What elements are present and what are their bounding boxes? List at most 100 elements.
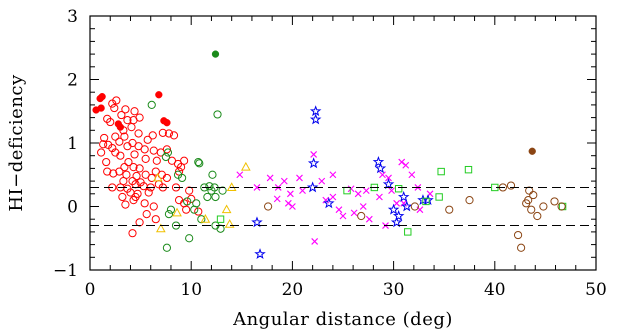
open-circle-point [121,105,130,114]
open-circle-point [128,229,137,238]
cross-point [280,177,288,185]
open-circle-point [119,126,128,135]
open-star-point [306,181,319,193]
open-star-point [382,178,395,190]
x-tick-label: 30 [383,280,405,300]
open-circle-point [162,173,172,183]
open-circle-point [185,186,194,195]
cross-point [311,238,319,245]
open-circle-point [121,200,130,209]
x-tick-label: 50 [585,280,607,300]
open-star-point [392,209,405,221]
open-circle-point [194,207,203,216]
open-star-point [309,105,322,117]
open-circle-point [134,129,143,138]
y-tick-label: 2 [67,71,78,91]
open-circle-point [135,164,144,173]
open-circle-point [207,186,216,195]
open-circle-point [513,230,523,240]
y-axis-label: HI−deficiency [6,74,27,212]
open-circle-point [151,215,160,224]
open-circle-point [506,181,516,190]
open-circle-point [123,142,132,151]
open-circle-point [99,140,108,149]
open-circle-point [158,128,167,137]
open-circle-point [163,148,173,157]
open-star-point [372,155,385,167]
open-circle-point [213,110,222,119]
open-circle-point [533,211,542,221]
open-circle-point [180,156,189,165]
y-tick-label: 1 [67,134,78,154]
cross-point [273,195,281,203]
open-triangle-point [152,172,163,182]
open-circle-point [211,192,220,202]
open-circle-point [152,156,161,165]
filled-circle-point [98,92,106,101]
cross-point [365,215,373,223]
open-circle-point [118,192,127,202]
cross-point [362,187,370,195]
open-circle-point [129,163,138,172]
cross-point [385,174,392,182]
cross-point [284,199,292,207]
open-square-point [435,193,443,201]
open-triangle-point [155,223,166,233]
open-circle-point [164,129,174,138]
filled-circle-point [97,104,105,112]
open-circle-point [164,210,174,219]
open-circle-point [141,154,150,163]
cross-point [393,199,401,207]
open-circle-point [143,135,152,144]
cross-point [289,203,296,210]
open-circle-point [208,170,217,179]
reference-lines [90,186,596,227]
open-circle-point [102,157,111,167]
cross-point [236,171,244,179]
filled-circle-point [528,147,536,155]
data-points [92,50,567,260]
open-circle-point [465,196,474,205]
axis-ticks: 0 10 20 30 40 50 −1 0 1 2 3 [53,7,607,300]
cross-point [354,190,362,198]
cross-point [266,174,274,182]
open-circle-point [162,243,172,252]
open-circle-point [116,151,125,160]
open-circle-point [127,123,136,132]
x-axis-label: Angular distance (deg) [232,309,453,330]
open-circle-point [197,215,206,224]
y-tick-label: 0 [67,198,78,218]
open-circle-point [205,182,214,191]
open-circle-point [148,131,157,140]
open-circle-point [218,186,227,195]
open-star-point [390,216,403,228]
open-circle-point [130,150,139,159]
x-tick-label: 40 [484,280,506,300]
y-tick-label: −1 [53,261,78,281]
cross-point [329,193,337,201]
cross-point [335,206,343,214]
y-tick-label: 3 [67,7,78,27]
open-circle-point [185,234,194,243]
open-circle-point [177,173,187,183]
open-circle-point [120,132,129,141]
cross-point [388,187,395,195]
cross-point [376,193,383,201]
cross-point [398,158,406,166]
open-circle-point [203,192,212,202]
open-circle-point [183,197,192,206]
open-circle-point [524,196,533,205]
open-circle-point [120,163,129,172]
open-circle-point [140,199,149,208]
open-circle-point [527,205,536,214]
open-star-point [251,216,263,228]
open-square-point [464,165,473,174]
open-circle-point [190,205,199,214]
open-circle-point [106,117,115,127]
open-star-point [254,248,266,260]
open-circle-point [557,202,566,211]
open-circle-point [115,167,124,176]
open-triangle-point [224,219,235,228]
cross-point [329,171,337,179]
